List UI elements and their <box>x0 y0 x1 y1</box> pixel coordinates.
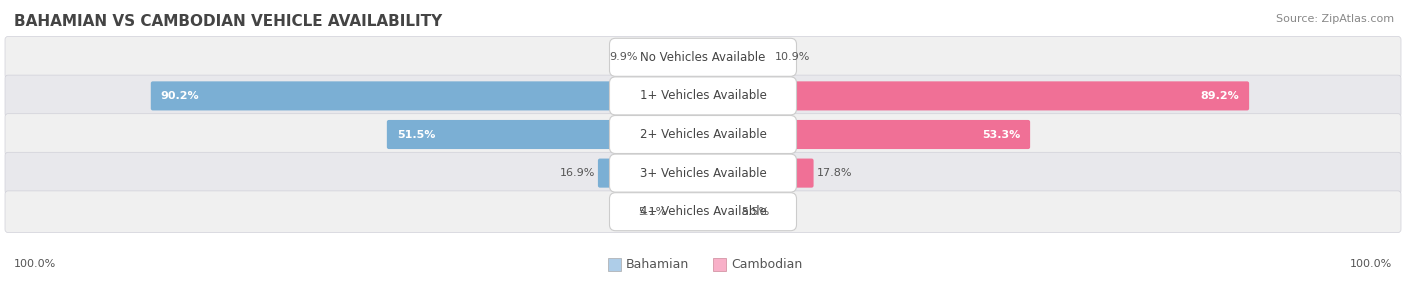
FancyBboxPatch shape <box>702 43 772 72</box>
FancyBboxPatch shape <box>609 38 797 76</box>
FancyBboxPatch shape <box>641 43 704 72</box>
FancyBboxPatch shape <box>598 158 704 188</box>
FancyBboxPatch shape <box>702 197 738 226</box>
FancyBboxPatch shape <box>669 197 704 226</box>
Text: BAHAMIAN VS CAMBODIAN VEHICLE AVAILABILITY: BAHAMIAN VS CAMBODIAN VEHICLE AVAILABILI… <box>14 14 443 29</box>
Text: 9.9%: 9.9% <box>609 52 637 62</box>
Text: 17.8%: 17.8% <box>817 168 852 178</box>
Text: 51.5%: 51.5% <box>396 130 436 140</box>
FancyBboxPatch shape <box>6 191 1400 233</box>
FancyBboxPatch shape <box>6 37 1400 78</box>
Text: 5.1%: 5.1% <box>638 207 666 217</box>
FancyBboxPatch shape <box>609 193 797 231</box>
FancyBboxPatch shape <box>6 75 1400 117</box>
Text: 89.2%: 89.2% <box>1201 91 1239 101</box>
Text: 90.2%: 90.2% <box>160 91 200 101</box>
FancyBboxPatch shape <box>387 120 704 149</box>
FancyBboxPatch shape <box>713 257 725 271</box>
Text: 2+ Vehicles Available: 2+ Vehicles Available <box>640 128 766 141</box>
FancyBboxPatch shape <box>609 77 797 115</box>
FancyBboxPatch shape <box>609 154 797 192</box>
FancyBboxPatch shape <box>607 257 621 271</box>
FancyBboxPatch shape <box>702 81 1249 110</box>
FancyBboxPatch shape <box>702 120 1031 149</box>
FancyBboxPatch shape <box>6 114 1400 155</box>
FancyBboxPatch shape <box>150 81 704 110</box>
Text: 100.0%: 100.0% <box>1350 259 1392 269</box>
Text: 1+ Vehicles Available: 1+ Vehicles Available <box>640 90 766 102</box>
Text: 3+ Vehicles Available: 3+ Vehicles Available <box>640 167 766 180</box>
Text: No Vehicles Available: No Vehicles Available <box>640 51 766 64</box>
Text: 4+ Vehicles Available: 4+ Vehicles Available <box>640 205 766 218</box>
FancyBboxPatch shape <box>702 158 814 188</box>
Text: 53.3%: 53.3% <box>981 130 1021 140</box>
Text: Bahamian: Bahamian <box>626 257 689 271</box>
FancyBboxPatch shape <box>609 116 797 154</box>
Text: 100.0%: 100.0% <box>14 259 56 269</box>
Text: Cambodian: Cambodian <box>731 257 803 271</box>
Text: 5.5%: 5.5% <box>741 207 770 217</box>
Text: Source: ZipAtlas.com: Source: ZipAtlas.com <box>1275 14 1393 24</box>
Text: 16.9%: 16.9% <box>560 168 595 178</box>
FancyBboxPatch shape <box>6 152 1400 194</box>
Text: 10.9%: 10.9% <box>775 52 810 62</box>
